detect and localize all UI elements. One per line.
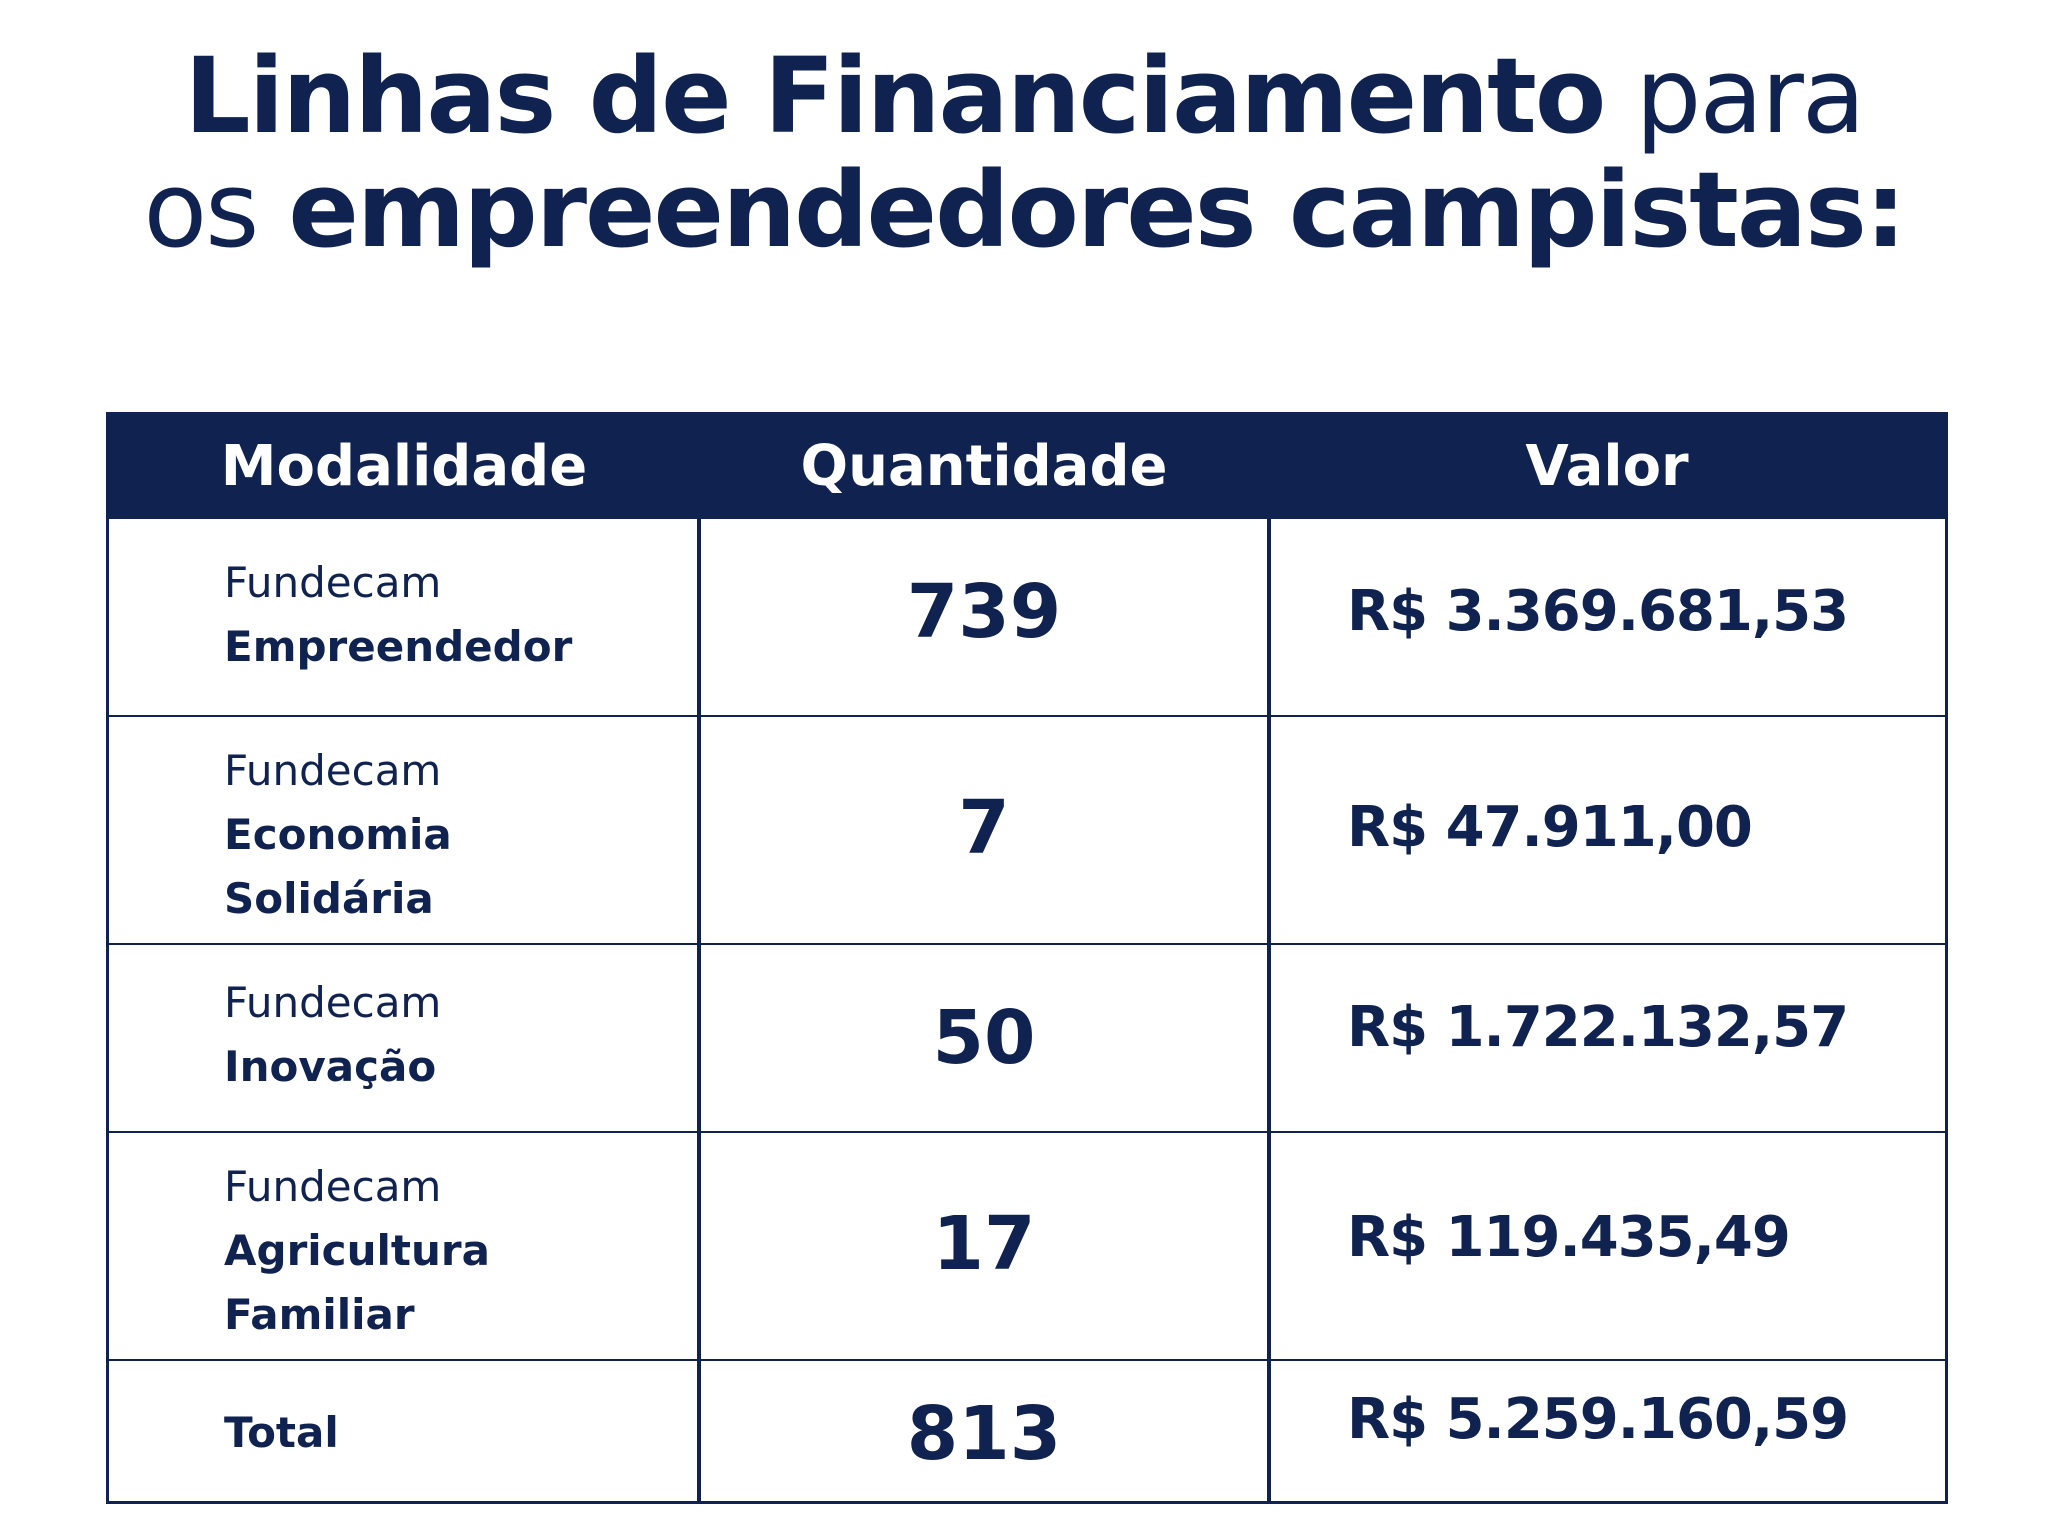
- valor-cell: R$ 1.722.132,57: [1347, 995, 1849, 1060]
- title-line-1: Linhas de Financiamento para: [0, 36, 2048, 156]
- row-divider: [109, 1359, 1945, 1361]
- header-quantidade: Quantidade: [800, 434, 1168, 499]
- modalidade-name: Empreendedor: [224, 622, 573, 671]
- table-row: Fundecam Empreendedor 739 R$ 3.369.681,5…: [109, 519, 1945, 715]
- modalidade-name: Familiar: [224, 1290, 415, 1339]
- title-light-part: os: [143, 149, 259, 271]
- table-row: Fundecam Agricultura Familiar 17 R$ 119.…: [109, 1133, 1945, 1359]
- table-row: Fundecam Inovação 50 R$ 1.722.132,57: [109, 945, 1945, 1131]
- total-quantidade: 813: [906, 1391, 1062, 1477]
- column-divider: [697, 519, 701, 1501]
- title-line-2: os empreendedores campistas:: [0, 150, 2048, 270]
- financing-table: Modalidade Quantidade Valor Fundecam Emp…: [106, 412, 1948, 1504]
- quantidade-cell: 50: [932, 995, 1036, 1081]
- header-valor: Valor: [1525, 434, 1689, 499]
- row-divider: [109, 943, 1945, 945]
- row-divider: [109, 715, 1945, 717]
- row-divider: [109, 1131, 1945, 1133]
- quantidade-cell: 17: [932, 1201, 1036, 1287]
- quantidade-cell: 739: [906, 569, 1062, 655]
- title-light-part: para: [1635, 35, 1865, 157]
- modalidade-cell: Fundecam Inovação: [224, 971, 694, 1099]
- modalidade-prefix: Fundecam: [224, 1162, 442, 1211]
- valor-cell: R$ 119.435,49: [1347, 1205, 1791, 1270]
- title-bold-part: Linhas de Financiamento: [184, 35, 1606, 157]
- modalidade-prefix: Fundecam: [224, 978, 442, 1027]
- modalidade-name: Solidária: [224, 874, 434, 923]
- valor-cell: R$ 47.911,00: [1347, 795, 1753, 860]
- total-label: Total: [224, 1401, 694, 1465]
- modalidade-prefix: Fundecam: [224, 746, 442, 795]
- table-header: Modalidade Quantidade Valor: [109, 415, 1945, 519]
- total-row: Total 813 R$ 5.259.160,59: [109, 1361, 1945, 1501]
- modalidade-cell: Fundecam Economia Solidária: [224, 739, 694, 931]
- modalidade-name: Agricultura: [224, 1226, 490, 1275]
- table-row: Fundecam Economia Solidária 7 R$ 47.911,…: [109, 717, 1945, 943]
- header-modalidade: Modalidade: [220, 434, 588, 499]
- title-bold-part: empreendedores campistas:: [288, 149, 1906, 271]
- modalidade-name: Economia: [224, 810, 452, 859]
- total-label-text: Total: [224, 1408, 339, 1457]
- modalidade-cell: Fundecam Agricultura Familiar: [224, 1155, 694, 1347]
- total-valor: R$ 5.259.160,59: [1347, 1387, 1849, 1452]
- modalidade-prefix: Fundecam: [224, 558, 442, 607]
- quantidade-cell: 7: [958, 785, 1010, 871]
- valor-cell: R$ 3.369.681,53: [1347, 579, 1849, 644]
- column-divider: [1267, 519, 1271, 1501]
- modalidade-cell: Fundecam Empreendedor: [224, 551, 694, 679]
- modalidade-name: Inovação: [224, 1042, 437, 1091]
